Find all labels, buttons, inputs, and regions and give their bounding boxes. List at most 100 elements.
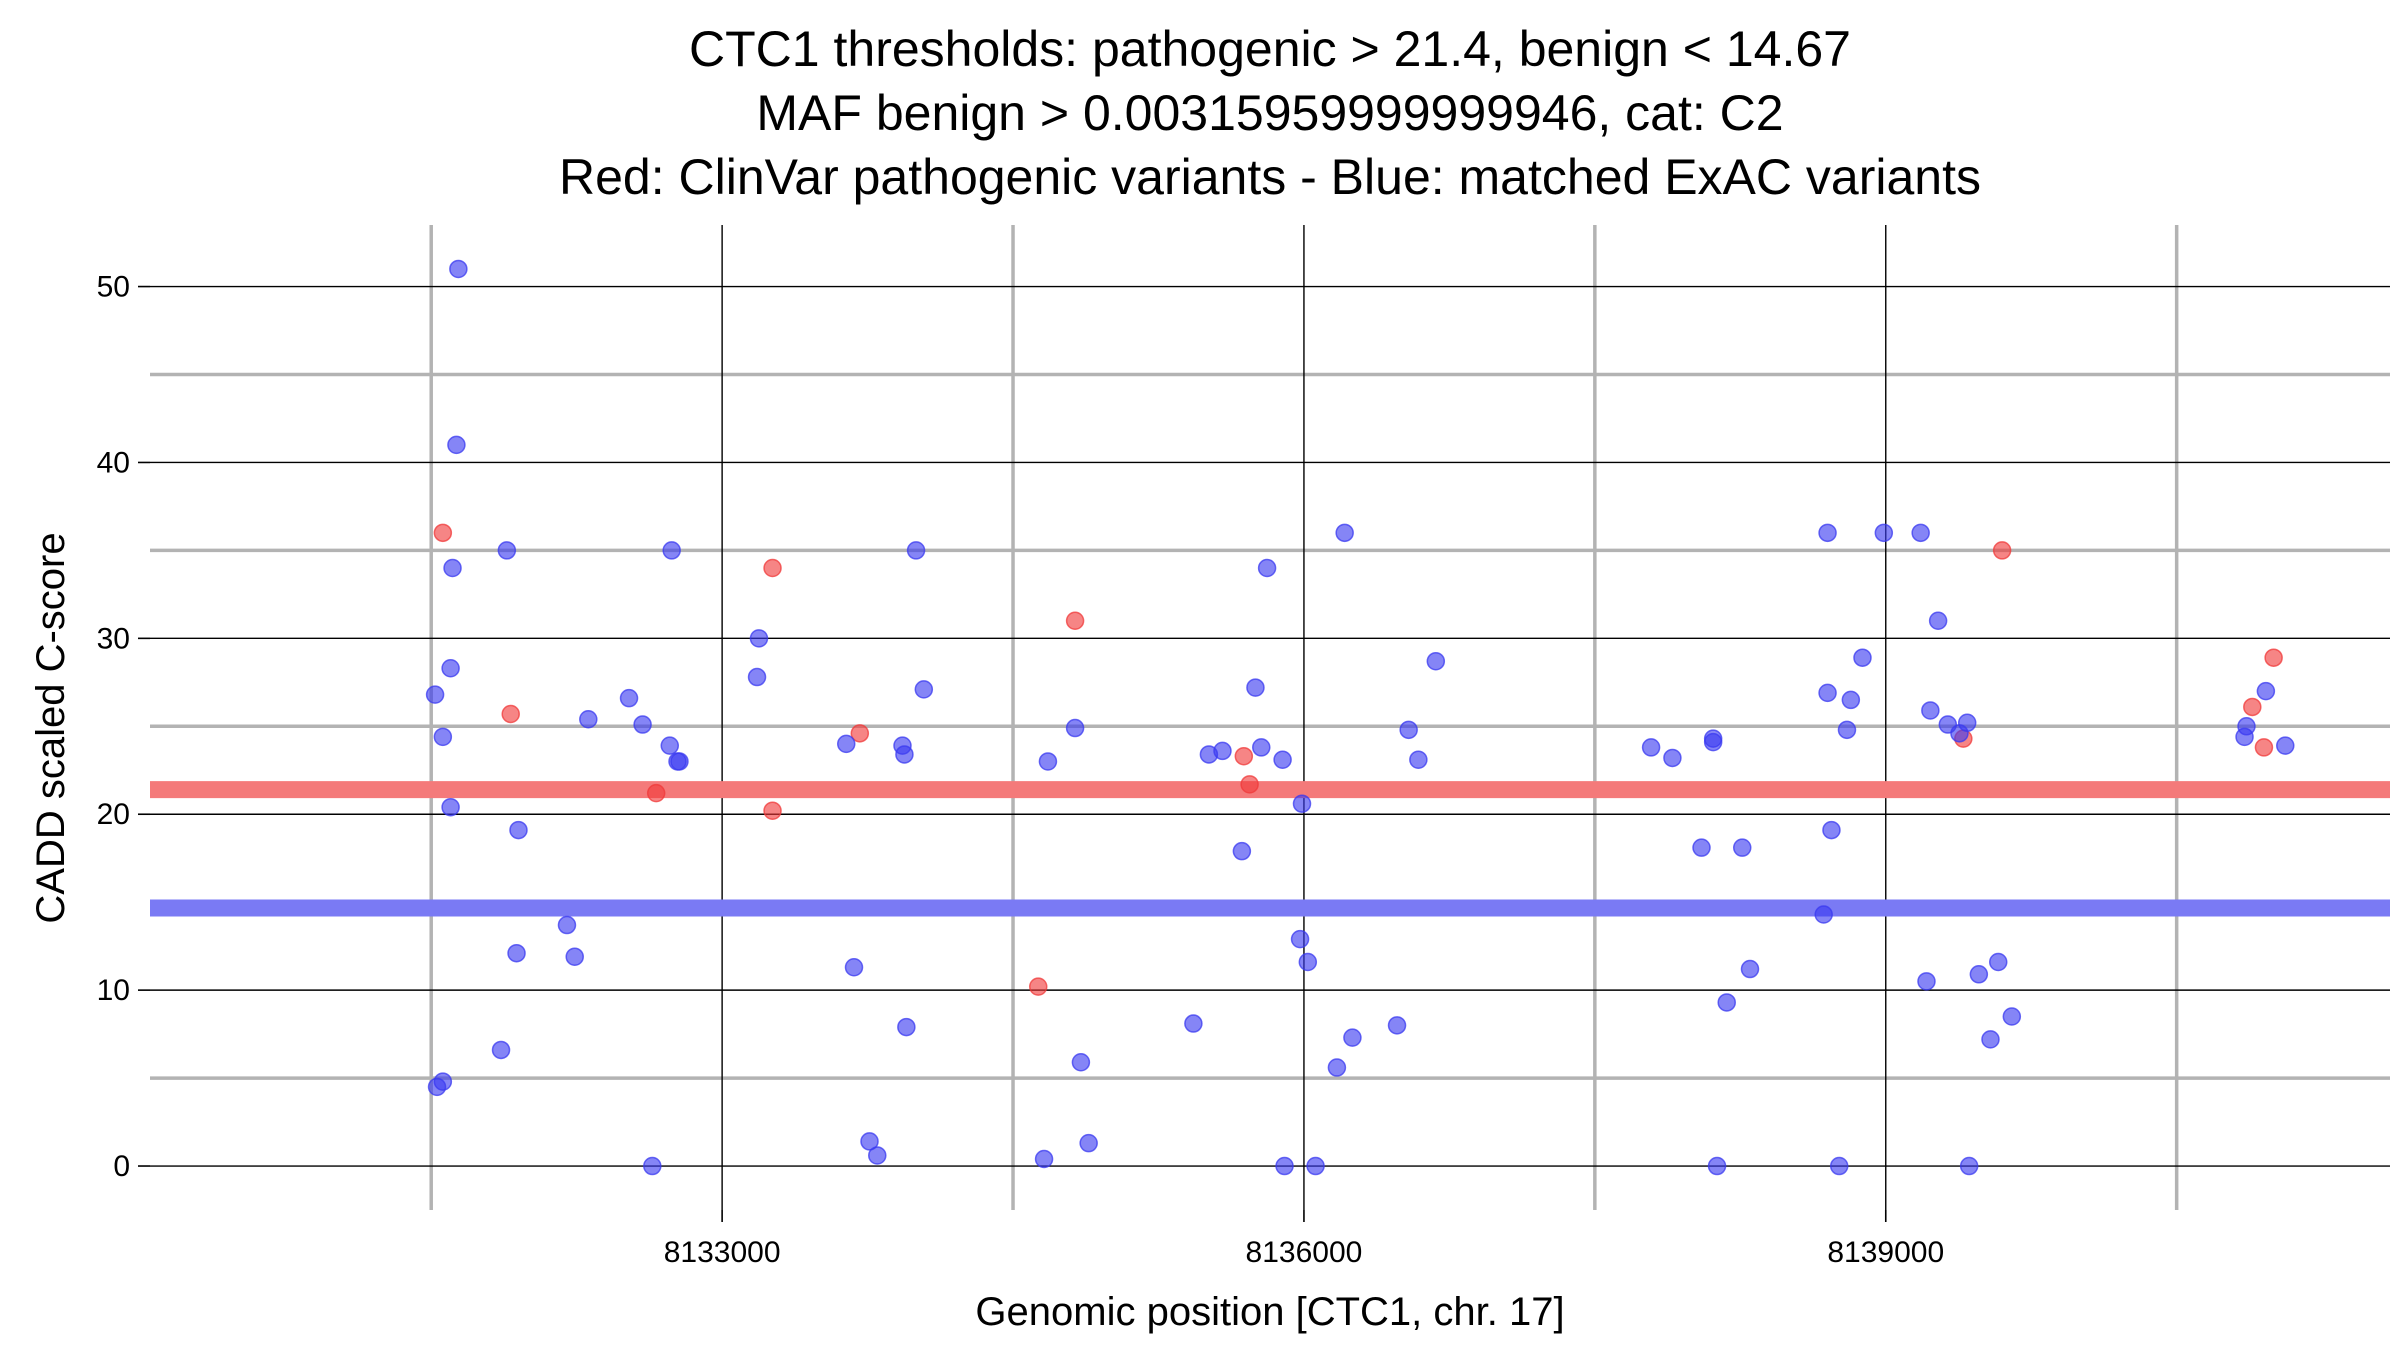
exac-point xyxy=(1257,558,1277,578)
exac-point xyxy=(1707,1156,1727,1176)
clinvar-point xyxy=(433,523,453,543)
y-axis-title: CADD scaled C-score xyxy=(29,532,73,923)
x-tick-label: 8139000 xyxy=(1827,1236,1944,1269)
threshold-lines xyxy=(150,781,2390,917)
exac-point xyxy=(836,734,856,754)
clinvar-point xyxy=(1234,746,1254,766)
exac-point xyxy=(1273,750,1292,769)
exac-point xyxy=(1298,952,1318,972)
exac-point xyxy=(433,1072,453,1091)
x-tick-label: 8136000 xyxy=(1246,1236,1363,1269)
exac-point xyxy=(1641,738,1661,757)
exac-point xyxy=(2256,681,2276,701)
exac-point xyxy=(1663,748,1682,768)
x-axis-title: Genomic position [CTC1, chr. 17] xyxy=(975,1290,1564,1334)
exac-point xyxy=(509,820,528,840)
y-tick-label: 30 xyxy=(97,622,130,655)
exac-point xyxy=(2276,736,2295,755)
exac-point xyxy=(433,727,453,747)
y-tick-label: 20 xyxy=(97,798,130,831)
exac-point xyxy=(1703,729,1723,748)
exac-point xyxy=(1818,683,1837,703)
exac-point xyxy=(749,629,769,648)
exac-point xyxy=(425,685,445,704)
exac-point xyxy=(662,541,681,560)
exac-point xyxy=(1841,690,1861,710)
clinvar-point xyxy=(2243,697,2262,717)
exac-point xyxy=(1732,838,1752,857)
x-tick-label: 8133000 xyxy=(664,1236,781,1269)
clinvar-point xyxy=(850,724,870,743)
exac-point xyxy=(1343,1028,1362,1047)
exac-point xyxy=(1275,1156,1294,1176)
exac-point xyxy=(1829,1156,1849,1176)
exac-point xyxy=(1692,838,1711,857)
exac-point xyxy=(1921,701,1940,720)
exac-point xyxy=(449,259,468,279)
exac-point xyxy=(1928,611,1948,631)
exac-point xyxy=(670,752,689,771)
exac-point xyxy=(497,541,517,560)
exac-point xyxy=(1917,972,1936,991)
title-line-2: MAF benign > 0.00315959999999946, cat: C… xyxy=(756,85,1783,141)
exac-point xyxy=(1822,820,1841,840)
exac-point xyxy=(443,558,462,578)
data-points xyxy=(425,259,2295,1176)
major-gridlines xyxy=(150,225,2390,1210)
exac-point xyxy=(447,435,466,455)
exac-point xyxy=(1988,952,2008,972)
exac-point xyxy=(1911,523,1930,543)
exac-point xyxy=(1065,718,1085,738)
clinvar-point xyxy=(2254,738,2274,757)
exac-point xyxy=(1034,1149,1054,1169)
clinvar-point xyxy=(646,783,666,803)
exac-point xyxy=(868,1146,887,1165)
exac-point xyxy=(1409,750,1428,769)
exac-point xyxy=(1232,841,1252,861)
clinvar-point xyxy=(1992,541,2012,560)
exac-point xyxy=(1717,993,1736,1012)
exac-point xyxy=(747,667,767,687)
exac-point xyxy=(2002,1007,2022,1026)
clinvar-point xyxy=(501,704,520,724)
title-line-3: Red: ClinVar pathogenic variants - Blue:… xyxy=(559,149,1981,205)
exac-point xyxy=(441,659,460,678)
title-line-1: CTC1 thresholds: pathogenic > 21.4, beni… xyxy=(689,21,1851,77)
exac-point xyxy=(491,1040,511,1060)
y-tick-label: 0 xyxy=(113,1150,130,1183)
exac-point xyxy=(1957,713,1977,733)
exac-point xyxy=(1252,738,1271,757)
exac-point xyxy=(1814,905,1833,924)
exac-point xyxy=(906,541,926,560)
exac-point xyxy=(1038,752,1058,771)
clinvar-point xyxy=(1240,775,1259,794)
clinvar-point xyxy=(763,558,782,578)
exac-point xyxy=(914,680,934,699)
exac-point xyxy=(619,688,639,708)
exac-point xyxy=(579,710,598,729)
y-tick-label: 10 xyxy=(97,974,130,1007)
clinvar-point xyxy=(763,801,782,820)
exac-point xyxy=(1079,1133,1098,1153)
exac-point xyxy=(633,715,652,734)
exac-point xyxy=(1837,720,1857,740)
exac-point xyxy=(507,943,526,963)
y-tick-label: 50 xyxy=(97,271,130,304)
exac-point xyxy=(441,797,460,817)
minor-gridlines xyxy=(150,225,2390,1210)
y-axis-ticks: 0 10 20 30 40 50 xyxy=(97,271,150,1183)
exac-point xyxy=(1290,929,1310,949)
exac-point xyxy=(1184,1014,1203,1033)
exac-point xyxy=(1426,651,1446,671)
exac-point xyxy=(1306,1156,1325,1176)
exac-point xyxy=(1874,523,1894,543)
exac-point xyxy=(844,958,864,977)
exac-point xyxy=(1213,741,1232,761)
exac-point xyxy=(1969,965,1989,984)
chart-title: CTC1 thresholds: pathogenic > 21.4, beni… xyxy=(559,21,1981,205)
exac-point xyxy=(643,1156,662,1176)
exac-point xyxy=(1327,1058,1347,1077)
exac-point xyxy=(1292,794,1312,813)
clinvar-point xyxy=(2264,648,2283,667)
exac-point xyxy=(557,915,577,935)
